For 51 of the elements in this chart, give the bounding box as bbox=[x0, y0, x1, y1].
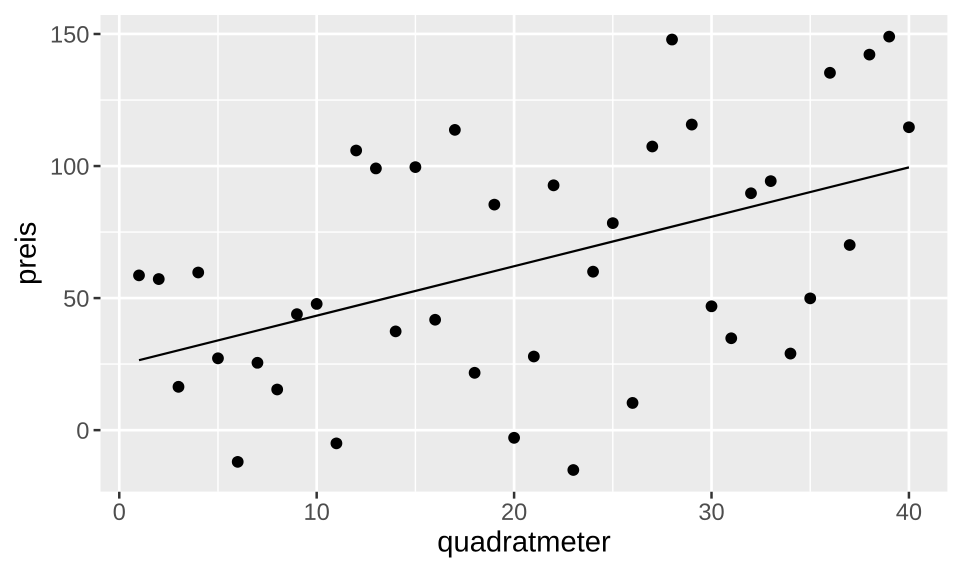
point bbox=[706, 300, 718, 312]
point bbox=[666, 34, 678, 46]
y-tick-label: 0 bbox=[77, 422, 88, 439]
point bbox=[626, 397, 638, 409]
point bbox=[370, 162, 382, 174]
point bbox=[646, 140, 658, 152]
point bbox=[804, 292, 816, 304]
point bbox=[903, 121, 915, 134]
point bbox=[686, 118, 698, 130]
point bbox=[824, 66, 836, 79]
x-tick-label: 40 bbox=[896, 503, 922, 520]
point bbox=[448, 124, 461, 136]
point bbox=[548, 179, 560, 192]
point bbox=[271, 384, 284, 396]
y-tick-label: 50 bbox=[64, 290, 88, 307]
x-tick-label: 20 bbox=[502, 503, 526, 520]
x-tick-label: 30 bbox=[699, 503, 724, 520]
point bbox=[390, 325, 402, 338]
point bbox=[764, 175, 777, 187]
point bbox=[587, 266, 599, 278]
point bbox=[567, 464, 580, 476]
point bbox=[488, 198, 500, 210]
x-axis-title: quadratmeter bbox=[438, 530, 610, 558]
point bbox=[133, 269, 145, 282]
point bbox=[864, 48, 876, 60]
point bbox=[468, 366, 481, 379]
x-tick-label: 10 bbox=[305, 503, 329, 520]
point bbox=[152, 273, 165, 285]
point bbox=[745, 187, 757, 200]
point bbox=[528, 350, 540, 362]
point bbox=[310, 298, 323, 310]
point bbox=[883, 30, 896, 43]
point bbox=[508, 432, 520, 444]
y-tick-label: 150 bbox=[52, 26, 88, 43]
point bbox=[212, 352, 224, 364]
point bbox=[291, 308, 303, 320]
point bbox=[409, 161, 422, 173]
point bbox=[172, 380, 184, 393]
point bbox=[606, 217, 619, 229]
point bbox=[232, 456, 244, 468]
point bbox=[330, 437, 342, 450]
point bbox=[784, 348, 796, 360]
point bbox=[252, 356, 264, 369]
point bbox=[725, 332, 738, 344]
point bbox=[192, 266, 204, 278]
point bbox=[350, 144, 362, 156]
y-axis-title: preis bbox=[14, 222, 42, 284]
y-tick-label: 100 bbox=[52, 158, 88, 175]
x-tick-label: 0 bbox=[114, 503, 125, 520]
point bbox=[844, 239, 856, 251]
point bbox=[429, 314, 442, 326]
